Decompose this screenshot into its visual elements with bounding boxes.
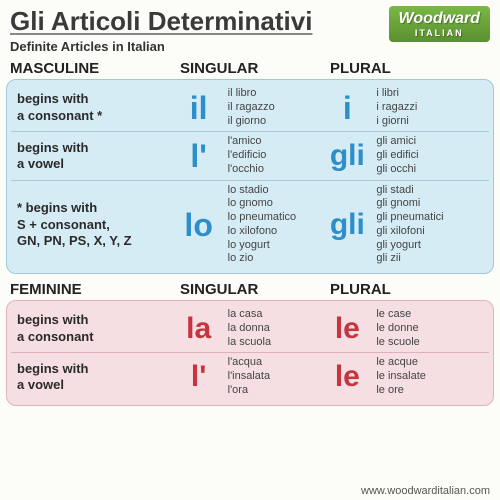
article-le: le xyxy=(324,314,370,344)
cell-singular: la la casa la donna la scuola xyxy=(176,308,325,349)
masculine-panel: begins with a consonant * il il libro il… xyxy=(6,79,494,274)
article-l-apos: l' xyxy=(176,140,222,172)
page-subtitle: Definite Articles in Italian xyxy=(10,39,312,54)
row-desc: begins with a consonant xyxy=(17,312,176,345)
article-le: le xyxy=(324,362,370,392)
article-la: la xyxy=(176,314,222,344)
examples: le case le donne le scuole xyxy=(370,308,419,349)
article-gli: gli xyxy=(324,141,370,171)
examples: i libri i ragazzi i giorni xyxy=(370,87,417,128)
cell-singular: lo lo stadio lo gnomo lo pneumatico lo x… xyxy=(176,184,325,267)
col-plural: PLURAL xyxy=(330,281,490,298)
cell-plural: gli gli amici gli edifici gli occhi xyxy=(324,135,483,176)
logo-badge: Woodward ITALIAN xyxy=(389,6,490,42)
masc-row-vowel: begins with a vowel l' l'amico l'edifici… xyxy=(11,131,489,179)
masculine-header: MASCULINE SINGULAR PLURAL xyxy=(0,56,500,79)
feminine-label: FEMININE xyxy=(10,281,180,298)
cell-singular: il il libro il ragazzo il giorno xyxy=(176,87,325,128)
footer-url: www.woodwarditalian.com xyxy=(361,485,490,497)
article-lo: lo xyxy=(176,209,222,241)
logo-main: Woodward xyxy=(399,10,480,27)
article-il: il xyxy=(176,92,222,124)
cell-plural: le le acque le insalate le ore xyxy=(324,356,483,397)
cell-singular: l' l'acqua l'insalata l'ora xyxy=(176,356,325,397)
article-l-apos: l' xyxy=(176,362,222,392)
masc-row-special: * begins with S + consonant, GN, PN, PS,… xyxy=(11,180,489,270)
col-singular: SINGULAR xyxy=(180,281,330,298)
row-desc: begins with a consonant * xyxy=(17,91,176,124)
article-i: i xyxy=(324,92,370,124)
row-desc: begins with a vowel xyxy=(17,361,176,394)
examples: gli amici gli edifici gli occhi xyxy=(370,135,418,176)
page-title: Gli Articoli Determinativi xyxy=(10,6,312,37)
header: Gli Articoli Determinativi Definite Arti… xyxy=(0,0,500,56)
row-desc: * begins with S + consonant, GN, PN, PS,… xyxy=(17,200,176,249)
cell-plural: i i libri i ragazzi i giorni xyxy=(324,87,483,128)
title-block: Gli Articoli Determinativi Definite Arti… xyxy=(10,6,312,54)
col-plural: PLURAL xyxy=(330,60,490,77)
examples: l'amico l'edificio l'occhio xyxy=(222,135,267,176)
cell-singular: l' l'amico l'edificio l'occhio xyxy=(176,135,325,176)
examples: gli stadi gli gnomi gli pneumatici gli x… xyxy=(370,184,443,267)
examples: le acque le insalate le ore xyxy=(370,356,426,397)
cell-plural: le le case le donne le scuole xyxy=(324,308,483,349)
fem-row-vowel: begins with a vowel l' l'acqua l'insalat… xyxy=(11,352,489,400)
feminine-header: FEMININE SINGULAR PLURAL xyxy=(0,277,500,300)
examples: lo stadio lo gnomo lo pneumatico lo xilo… xyxy=(222,184,297,267)
logo-sub: ITALIAN xyxy=(399,28,480,38)
cell-plural: gli gli stadi gli gnomi gli pneumatici g… xyxy=(324,184,483,267)
examples: l'acqua l'insalata l'ora xyxy=(222,356,270,397)
article-gli: gli xyxy=(324,210,370,240)
feminine-panel: begins with a consonant la la casa la do… xyxy=(6,300,494,406)
fem-row-consonant: begins with a consonant la la casa la do… xyxy=(11,305,489,352)
masc-row-consonant: begins with a consonant * il il libro il… xyxy=(11,84,489,131)
examples: la casa la donna la scuola xyxy=(222,308,271,349)
row-desc: begins with a vowel xyxy=(17,140,176,173)
col-singular: SINGULAR xyxy=(180,60,330,77)
examples: il libro il ragazzo il giorno xyxy=(222,87,275,128)
masculine-label: MASCULINE xyxy=(10,60,180,77)
